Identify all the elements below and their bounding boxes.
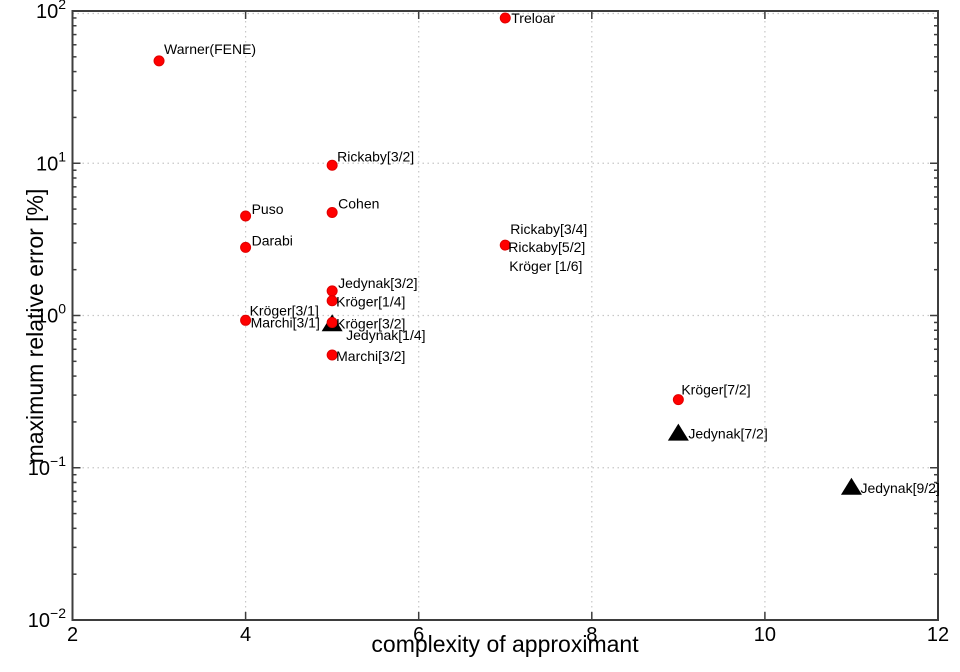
point-label: Kröger[1/4] — [336, 294, 405, 310]
point-label: Treloar — [511, 10, 555, 26]
data-point-dot — [499, 239, 511, 251]
data-point-dot — [326, 159, 338, 171]
data-point-dot — [326, 206, 338, 218]
point-label: Marchi[3/1] — [251, 314, 320, 330]
x-axis-label: complexity of approximant — [371, 631, 639, 657]
point-label: Kröger[3/2] — [336, 315, 405, 331]
point-label: Jedynak[1/4] — [346, 327, 425, 343]
data-point-dot — [672, 394, 684, 406]
x-tick-label: 12 — [927, 624, 949, 646]
data-point-triangle — [667, 423, 689, 441]
x-tick-label: 2 — [67, 624, 78, 646]
data-points: Warner(FENE) Treloar Rickaby[3/2] Cohen Puso… — [153, 10, 940, 496]
data-point-dot — [153, 55, 165, 67]
data-point-dot — [499, 12, 511, 24]
point-label: Marchi[3/2] — [336, 348, 405, 364]
point-label: Warner(FENE) — [164, 41, 256, 57]
y-tick-label: 102 — [36, 0, 66, 23]
point-label: Jedynak[7/2] — [688, 426, 767, 442]
x-tick-label: 8 — [586, 624, 597, 646]
axis-ticks — [71, 10, 939, 621]
data-point-dot — [326, 316, 338, 328]
data-point-dot — [240, 241, 252, 253]
point-label: Kröger [1/6] — [509, 258, 582, 274]
x-tick-label: 10 — [754, 624, 776, 646]
data-point-dot — [326, 295, 338, 307]
y-tick-label: 101 — [36, 148, 66, 175]
y-tick-label: 10−2 — [28, 605, 66, 632]
point-label: Rickaby[3/2] — [337, 148, 414, 164]
point-label: Kröger[7/2] — [681, 382, 750, 398]
point-label: Jedynak[3/2] — [338, 275, 417, 291]
point-label: Jedynak[9/2] — [860, 480, 939, 496]
point-label: Kröger[3/1] — [250, 302, 319, 318]
data-point-dot — [326, 349, 338, 361]
point-label: Puso — [252, 201, 284, 217]
x-tick-label: 6 — [413, 624, 424, 646]
gridlines — [72, 11, 938, 620]
point-label: Rickaby[3/4] — [510, 221, 587, 237]
point-label: Cohen — [338, 195, 379, 211]
x-tick-label: 4 — [240, 624, 251, 646]
y-axis-label: maximum relative error [%] — [22, 189, 48, 464]
data-point-triangle — [840, 477, 862, 495]
point-label: Rickaby[5/2] — [508, 239, 585, 255]
x-tick-labels: 2 4 6 8 10 12 — [67, 624, 949, 646]
data-point-dot — [240, 314, 252, 326]
data-point-dot — [240, 210, 252, 222]
point-label: Darabi — [252, 232, 293, 248]
